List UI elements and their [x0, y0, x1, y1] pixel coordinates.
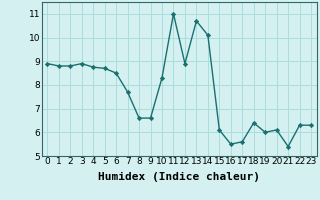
X-axis label: Humidex (Indice chaleur): Humidex (Indice chaleur): [98, 172, 260, 182]
